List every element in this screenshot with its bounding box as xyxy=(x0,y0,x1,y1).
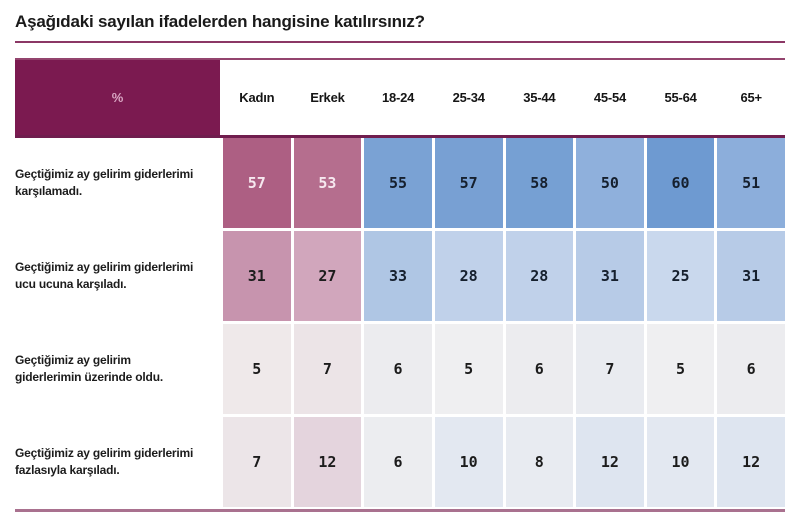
value-cell: 7 xyxy=(576,324,644,414)
value-cell: 8 xyxy=(505,417,574,507)
row-label: Geçtiğimiz ay gelirim giderlerimin üzeri… xyxy=(15,352,163,384)
value-cell: 51 xyxy=(717,138,785,228)
row-label: Geçtiğimiz ay gelirim giderlerimi fazlas… xyxy=(15,445,194,477)
value-cell: 5 xyxy=(646,324,715,414)
table-header-row: % Kadın Erkek 18-24 25-34 35-44 45-54 55-64 65+ xyxy=(15,60,785,138)
column-header-erkek: Erkek xyxy=(310,90,345,105)
row-label: Geçtiğimiz ay gelirim giderlerimi ucu uc… xyxy=(15,259,194,291)
column-header-65-: 65+ xyxy=(740,90,762,105)
value-cell: 7 xyxy=(223,417,291,507)
value-cell: 12 xyxy=(576,417,644,507)
value-cell: 12 xyxy=(717,417,785,507)
value-cell: 12 xyxy=(293,417,362,507)
value-cell: 6 xyxy=(364,324,432,414)
value-cell: 57 xyxy=(223,138,291,228)
value-cell: 7 xyxy=(293,324,362,414)
table-row: Geçtiğimiz ay gelirim giderlerimin üzeri… xyxy=(15,324,785,414)
column-header-kad-n: Kadın xyxy=(239,90,275,105)
value-cell: 6 xyxy=(505,324,574,414)
table-row: Geçtiğimiz ay gelirim giderlerimi ucu uc… xyxy=(15,231,785,321)
value-cell: 55 xyxy=(364,138,432,228)
value-cell: 28 xyxy=(434,231,503,321)
survey-heatmap-table: % Kadın Erkek 18-24 25-34 35-44 45-54 55-64 65+… xyxy=(15,58,785,507)
table-row: Geçtiğimiz ay gelirim giderlerimi karşıl… xyxy=(15,138,785,228)
column-header-25-34: 25-34 xyxy=(452,90,485,105)
value-cell: 10 xyxy=(434,417,503,507)
table-row: Geçtiğimiz ay gelirim giderlerimi fazlas… xyxy=(15,417,785,507)
column-header-18-24: 18-24 xyxy=(381,90,415,105)
value-cell: 58 xyxy=(505,138,574,228)
value-cell: 27 xyxy=(293,231,362,321)
value-cell: 60 xyxy=(646,138,715,228)
row-label: Geçtiğimiz ay gelirim giderlerimi karşıl… xyxy=(15,166,194,198)
value-cell: 31 xyxy=(223,231,291,321)
column-header-35-44: 35-44 xyxy=(523,90,556,105)
value-cell: 50 xyxy=(576,138,644,228)
value-cell: 31 xyxy=(576,231,644,321)
title-underline xyxy=(15,41,785,43)
value-cell: 5 xyxy=(223,324,291,414)
value-cell: 6 xyxy=(364,417,432,507)
column-header-55-64: 55-64 xyxy=(664,90,697,105)
value-cell: 6 xyxy=(717,324,785,414)
value-cell: 33 xyxy=(364,231,432,321)
value-cell: 10 xyxy=(646,417,715,507)
value-cell: 28 xyxy=(505,231,574,321)
value-cell: 5 xyxy=(434,324,503,414)
value-cell: 57 xyxy=(434,138,503,228)
table-bottom-border xyxy=(15,509,785,512)
page-title: Aşağıdaki sayılan ifadelerden hangisine … xyxy=(15,12,425,31)
value-cell: 53 xyxy=(293,138,362,228)
column-header-45-54: 45-54 xyxy=(593,90,627,105)
value-cell: 31 xyxy=(717,231,785,321)
value-cell: 25 xyxy=(646,231,715,321)
corner-cell-percent: % xyxy=(15,60,220,135)
